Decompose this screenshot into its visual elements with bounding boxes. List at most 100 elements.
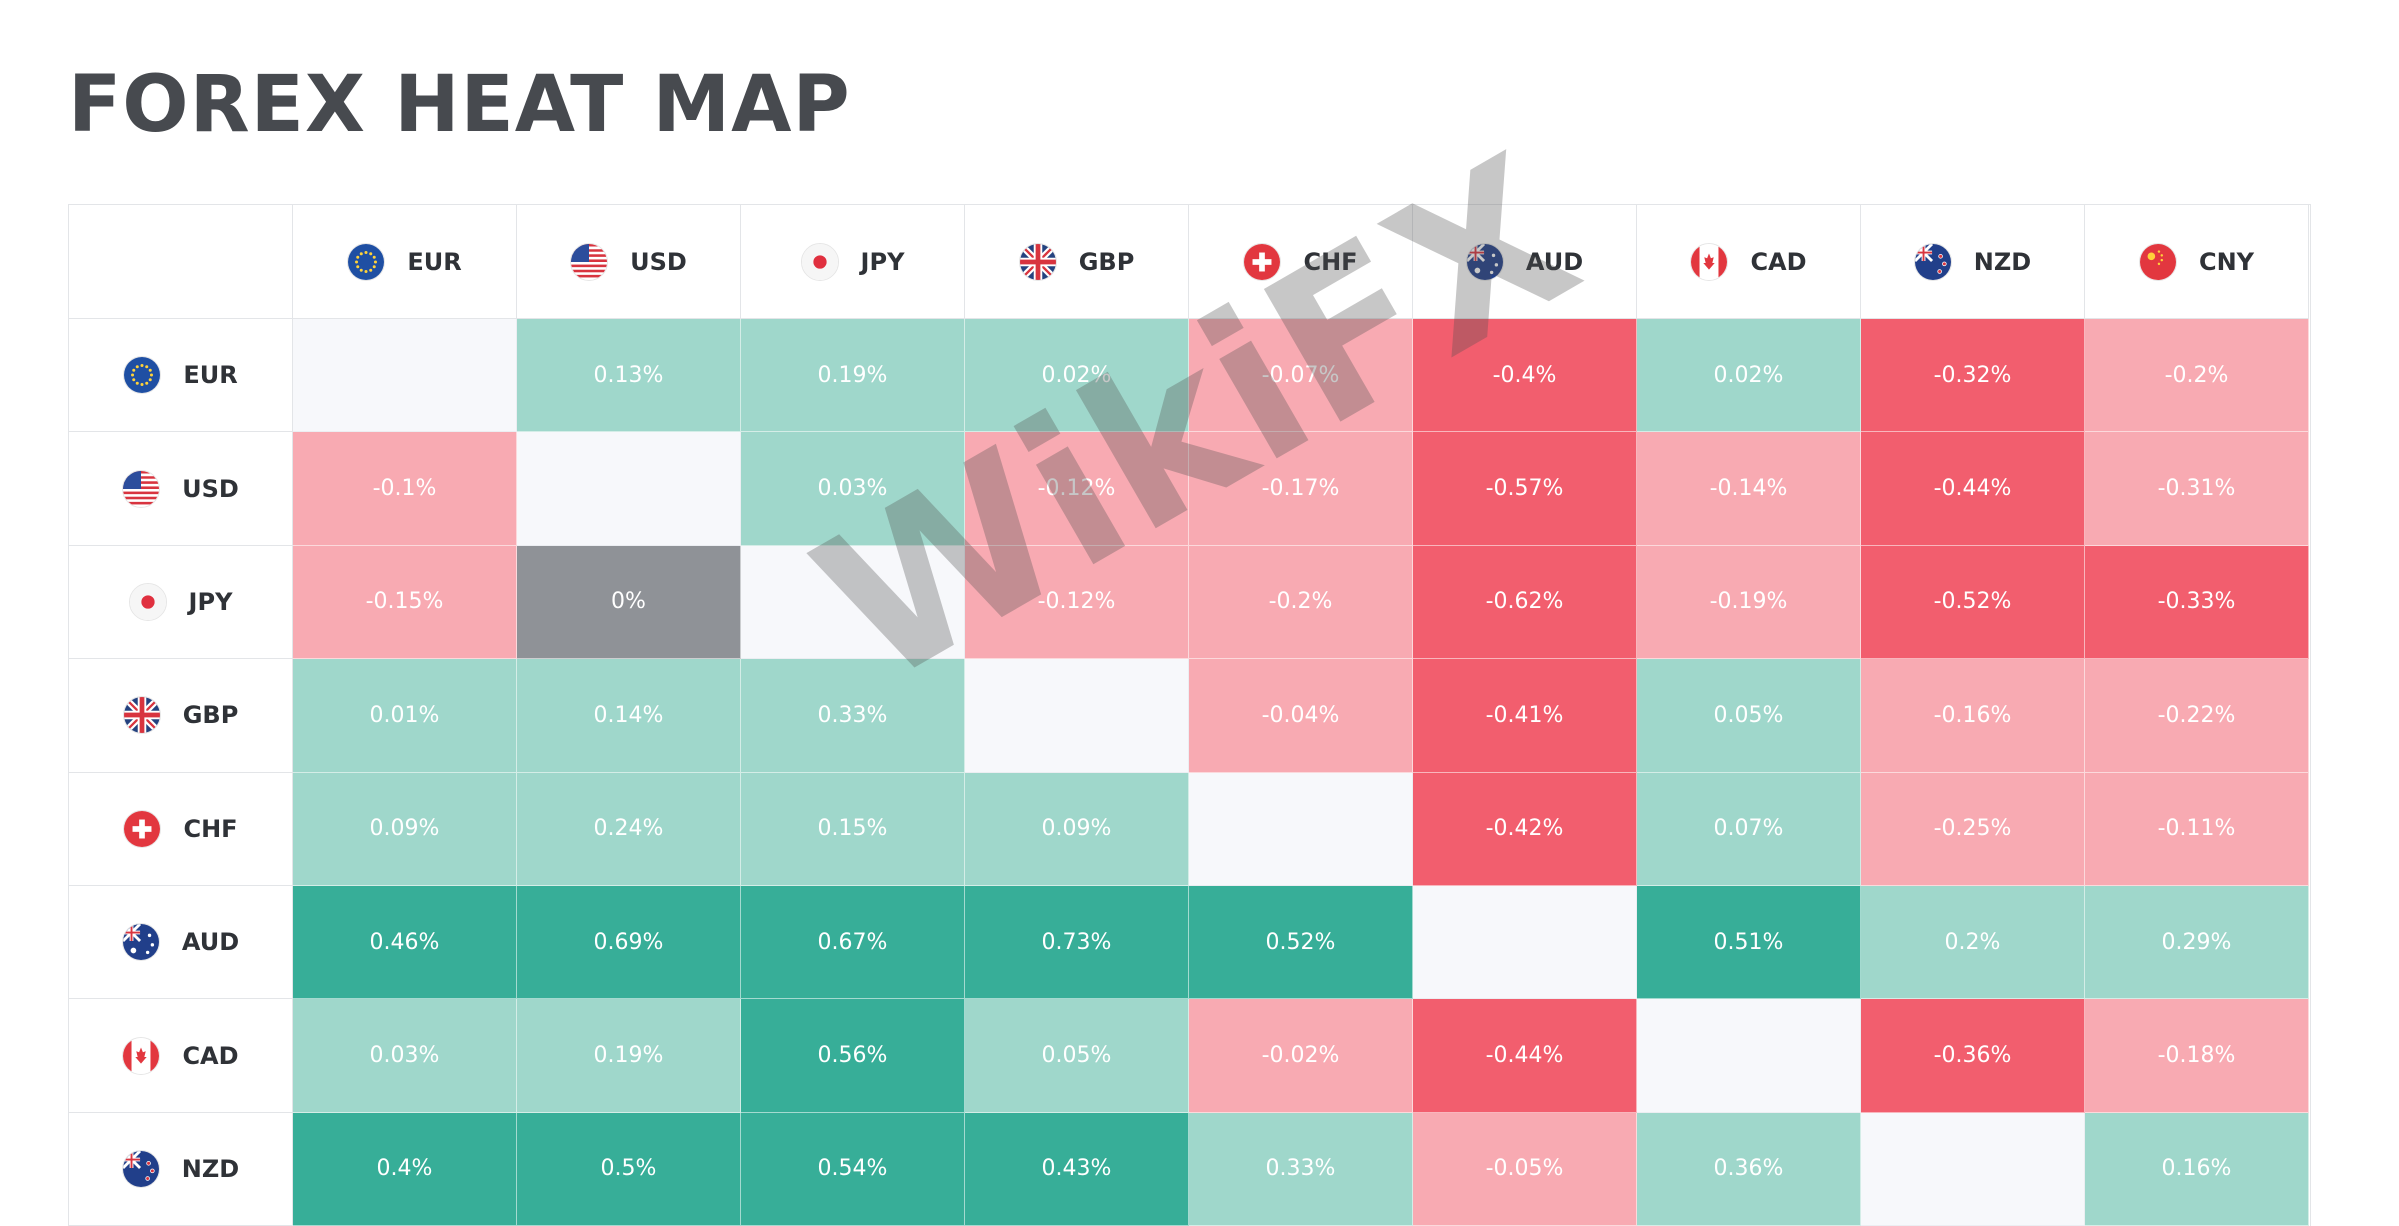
- heat-cell-cad-aud[interactable]: -0.44%: [1413, 999, 1637, 1113]
- column-header-chf: CHF: [1189, 205, 1413, 319]
- heat-cell-chf-aud[interactable]: -0.42%: [1413, 772, 1637, 886]
- cn-flag-icon: [2138, 242, 2177, 281]
- heat-cell-chf-nzd[interactable]: -0.25%: [1861, 772, 2085, 886]
- heat-cell-gbp-jpy[interactable]: 0.33%: [741, 659, 965, 773]
- heat-cell-gbp-chf[interactable]: -0.04%: [1189, 659, 1413, 773]
- heat-cell-eur-cny[interactable]: -0.2%: [2085, 319, 2309, 433]
- heat-cell-cad-usd[interactable]: 0.19%: [517, 999, 741, 1113]
- column-header-nzd: NZD: [1861, 205, 2085, 319]
- heat-cell-gbp-aud[interactable]: -0.41%: [1413, 659, 1637, 773]
- gb-flag-icon: [122, 696, 161, 735]
- heat-cell-jpy-gbp[interactable]: -0.12%: [965, 545, 1189, 660]
- heat-cell-chf-usd[interactable]: 0.24%: [517, 772, 741, 886]
- row-header-label: CHF: [183, 814, 238, 843]
- row-header-usd: USD: [69, 432, 293, 546]
- row-header-nzd: NZD: [69, 1112, 293, 1226]
- heat-cell-jpy-jpy[interactable]: [741, 545, 965, 660]
- heat-cell-jpy-cad[interactable]: -0.19%: [1637, 545, 1861, 660]
- heat-cell-gbp-cad[interactable]: 0.05%: [1637, 659, 1861, 773]
- heat-cell-eur-gbp[interactable]: 0.02%: [965, 319, 1189, 433]
- heat-cell-usd-cad[interactable]: -0.14%: [1637, 432, 1861, 546]
- ch-flag-icon: [123, 809, 162, 848]
- heat-cell-usd-eur[interactable]: -0.1%: [293, 432, 517, 546]
- heat-cell-jpy-usd[interactable]: 0%: [517, 545, 741, 660]
- heat-cell-chf-cny[interactable]: -0.11%: [2085, 772, 2309, 886]
- heat-cell-cad-cad[interactable]: [1637, 999, 1861, 1113]
- heat-cell-eur-aud[interactable]: -0.4%: [1413, 319, 1637, 433]
- heat-cell-cad-nzd[interactable]: -0.36%: [1861, 999, 2085, 1113]
- au-flag-icon: [1465, 242, 1504, 281]
- heat-cell-nzd-nzd[interactable]: [1861, 1112, 2085, 1226]
- heat-cell-eur-usd[interactable]: 0.13%: [517, 319, 741, 433]
- heat-cell-aud-usd[interactable]: 0.69%: [517, 885, 741, 1000]
- column-header-cad: CAD: [1637, 205, 1861, 319]
- ch-flag-icon: [1243, 242, 1282, 281]
- heat-cell-cad-chf[interactable]: -0.02%: [1189, 999, 1413, 1113]
- heat-cell-usd-cny[interactable]: -0.31%: [2085, 432, 2309, 546]
- column-header-label: CAD: [1750, 247, 1807, 276]
- nz-flag-icon: [121, 1149, 160, 1188]
- column-header-gbp: GBP: [965, 205, 1189, 319]
- heat-cell-aud-eur[interactable]: 0.46%: [293, 885, 517, 1000]
- row-header-label: GBP: [182, 701, 239, 730]
- heat-cell-gbp-gbp[interactable]: [965, 659, 1189, 773]
- row-header-label: NZD: [181, 1154, 240, 1183]
- heat-cell-gbp-nzd[interactable]: -0.16%: [1861, 659, 2085, 773]
- heat-cell-usd-chf[interactable]: -0.17%: [1189, 432, 1413, 546]
- heat-cell-usd-nzd[interactable]: -0.44%: [1861, 432, 2085, 546]
- column-header-label: AUD: [1525, 247, 1584, 276]
- heat-cell-eur-eur[interactable]: [293, 319, 517, 433]
- heat-cell-jpy-eur[interactable]: -0.15%: [293, 545, 517, 660]
- heat-cell-aud-gbp[interactable]: 0.73%: [965, 885, 1189, 1000]
- heat-cell-nzd-gbp[interactable]: 0.43%: [965, 1112, 1189, 1226]
- heat-cell-gbp-usd[interactable]: 0.14%: [517, 659, 741, 773]
- heat-cell-nzd-jpy[interactable]: 0.54%: [741, 1112, 965, 1226]
- heat-cell-nzd-usd[interactable]: 0.5%: [517, 1112, 741, 1226]
- heat-cell-cad-cny[interactable]: -0.18%: [2085, 999, 2309, 1113]
- heat-cell-chf-jpy[interactable]: 0.15%: [741, 772, 965, 886]
- heat-cell-eur-jpy[interactable]: 0.19%: [741, 319, 965, 433]
- forex-heatmap-grid: EUR USD JPY GBP CHF AUD CAD NZD CNY EUR 0.13% 0.19%…: [68, 204, 2311, 1226]
- ca-flag-icon: [122, 1036, 161, 1075]
- heat-cell-chf-cad[interactable]: 0.07%: [1637, 772, 1861, 886]
- us-flag-icon: [570, 242, 609, 281]
- heat-cell-usd-jpy[interactable]: 0.03%: [741, 432, 965, 546]
- heat-cell-aud-jpy[interactable]: 0.67%: [741, 885, 965, 1000]
- heat-cell-eur-cad[interactable]: 0.02%: [1637, 319, 1861, 433]
- heat-cell-cad-jpy[interactable]: 0.56%: [741, 999, 965, 1113]
- row-header-cad: CAD: [69, 999, 293, 1113]
- heat-cell-usd-gbp[interactable]: -0.12%: [965, 432, 1189, 546]
- heat-cell-aud-nzd[interactable]: 0.2%: [1861, 885, 2085, 1000]
- heat-cell-chf-gbp[interactable]: 0.09%: [965, 772, 1189, 886]
- heat-cell-chf-eur[interactable]: 0.09%: [293, 772, 517, 886]
- column-header-label: NZD: [1973, 247, 2032, 276]
- heat-cell-aud-cad[interactable]: 0.51%: [1637, 885, 1861, 1000]
- heat-cell-jpy-chf[interactable]: -0.2%: [1189, 545, 1413, 660]
- heat-cell-nzd-chf[interactable]: 0.33%: [1189, 1112, 1413, 1226]
- heat-cell-jpy-nzd[interactable]: -0.52%: [1861, 545, 2085, 660]
- heat-cell-chf-chf[interactable]: [1189, 772, 1413, 886]
- column-header-cny: CNY: [2085, 205, 2309, 319]
- heat-cell-nzd-cny[interactable]: 0.16%: [2085, 1112, 2309, 1226]
- heat-cell-aud-chf[interactable]: 0.52%: [1189, 885, 1413, 1000]
- heat-cell-cad-gbp[interactable]: 0.05%: [965, 999, 1189, 1113]
- heat-cell-jpy-aud[interactable]: -0.62%: [1413, 545, 1637, 660]
- column-header-jpy: JPY: [741, 205, 965, 319]
- heat-cell-nzd-aud[interactable]: -0.05%: [1413, 1112, 1637, 1226]
- heat-cell-jpy-cny[interactable]: -0.33%: [2085, 545, 2309, 660]
- heat-cell-aud-cny[interactable]: 0.29%: [2085, 885, 2309, 1000]
- heat-cell-aud-aud[interactable]: [1413, 885, 1637, 1000]
- heat-cell-nzd-eur[interactable]: 0.4%: [293, 1112, 517, 1226]
- heat-cell-eur-nzd[interactable]: -0.32%: [1861, 319, 2085, 433]
- row-header-label: CAD: [182, 1041, 239, 1070]
- heat-cell-cad-eur[interactable]: 0.03%: [293, 999, 517, 1113]
- heat-cell-gbp-eur[interactable]: 0.01%: [293, 659, 517, 773]
- eu-flag-icon: [347, 242, 386, 281]
- heat-cell-usd-aud[interactable]: -0.57%: [1413, 432, 1637, 546]
- heat-cell-usd-usd[interactable]: [517, 432, 741, 546]
- column-header-label: JPY: [860, 247, 905, 276]
- heat-cell-nzd-cad[interactable]: 0.36%: [1637, 1112, 1861, 1226]
- heat-cell-gbp-cny[interactable]: -0.22%: [2085, 659, 2309, 773]
- row-header-label: EUR: [183, 361, 238, 390]
- heat-cell-eur-chf[interactable]: -0.07%: [1189, 319, 1413, 433]
